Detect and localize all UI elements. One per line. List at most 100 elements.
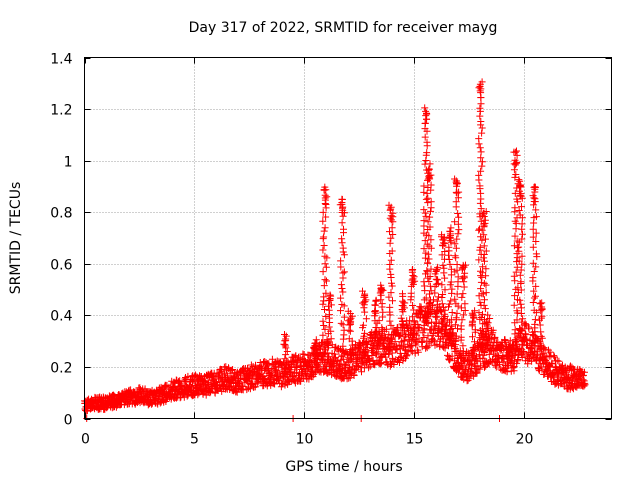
data-point [320,227,328,235]
data-point [478,158,486,166]
data-point [343,375,351,383]
data-point [477,189,485,197]
data-point [423,344,431,352]
data-point [517,183,525,191]
y-tick-label: 1.2 [50,103,72,119]
data-point [420,182,428,190]
data-point [386,303,394,311]
data-point [477,118,485,125]
data-point [483,318,491,326]
data-point [346,327,354,335]
data-point [480,213,488,220]
data-point [530,198,538,205]
data-point [398,306,406,313]
data-point [327,301,335,309]
data-point [337,257,345,265]
data-point [385,293,393,301]
data-point [580,371,587,379]
data-point [424,218,432,226]
data-point [403,352,410,360]
data-point [536,345,544,353]
data-point [512,340,520,348]
data-point [459,290,467,298]
data-point [414,348,422,356]
data-point [339,212,347,220]
data-point [409,302,417,309]
data-point [427,236,435,244]
data-point [532,206,540,214]
data-point [531,348,539,355]
data-point [478,269,486,277]
x-tick-label: 20 [516,432,534,448]
data-point [427,287,435,295]
data-point [424,250,432,258]
data-point [281,341,289,349]
data-point [523,335,531,343]
data-point [427,296,434,304]
data-point [403,351,411,359]
data-point [476,182,484,190]
data-point [509,364,517,372]
data-point [546,348,554,356]
data-point [555,357,563,365]
data-point [512,171,520,178]
data-point [323,254,331,262]
data-point [440,264,448,272]
data-point [532,292,539,300]
data-point [320,282,328,290]
data-point [344,358,352,366]
data-point [484,340,491,348]
data-point [475,351,483,359]
data-point [338,235,346,243]
data-point [341,361,349,369]
data-point [517,192,525,200]
data-point [423,149,431,157]
chart-title: Day 317 of 2022, SRMTID for receiver may… [189,20,498,36]
data-point [420,206,428,214]
data-point [387,360,394,368]
data-point [530,268,538,275]
x-tick-labels: 0 5 10 15 20 [81,432,533,448]
data-point [421,120,429,127]
data-point [180,393,188,401]
data-point [489,326,497,334]
data-point [386,214,394,222]
data-point [513,263,521,271]
data-point [553,357,561,365]
data-point [458,293,466,301]
data-point [377,359,385,367]
data-point [511,232,519,240]
data-point [433,303,441,311]
data-point [359,321,367,329]
data-point [471,338,478,346]
data-point [425,278,433,285]
data-point [424,194,432,202]
data-point [371,308,379,315]
data-point [420,229,428,237]
x-tick-label: 5 [190,432,199,448]
data-point [537,339,544,347]
data-point [421,209,429,217]
data-point [581,381,589,389]
data-point [283,348,291,355]
data-point [324,339,332,347]
data-point [320,350,328,358]
data-point [322,289,330,297]
data-point [408,266,416,274]
data-point [346,355,354,363]
data-point [375,328,383,335]
data-point [469,333,476,341]
data-point [483,334,491,342]
data-point [446,260,454,268]
data-point [510,242,518,250]
data-point [346,319,354,327]
data-point [433,276,441,284]
data-point [448,341,456,349]
data-point [378,300,386,308]
data-point [322,213,330,221]
data-point [461,307,469,314]
data-point [379,308,387,316]
data-point [319,246,327,254]
data-point [425,300,433,308]
y-tick-label: 0.2 [50,361,72,377]
